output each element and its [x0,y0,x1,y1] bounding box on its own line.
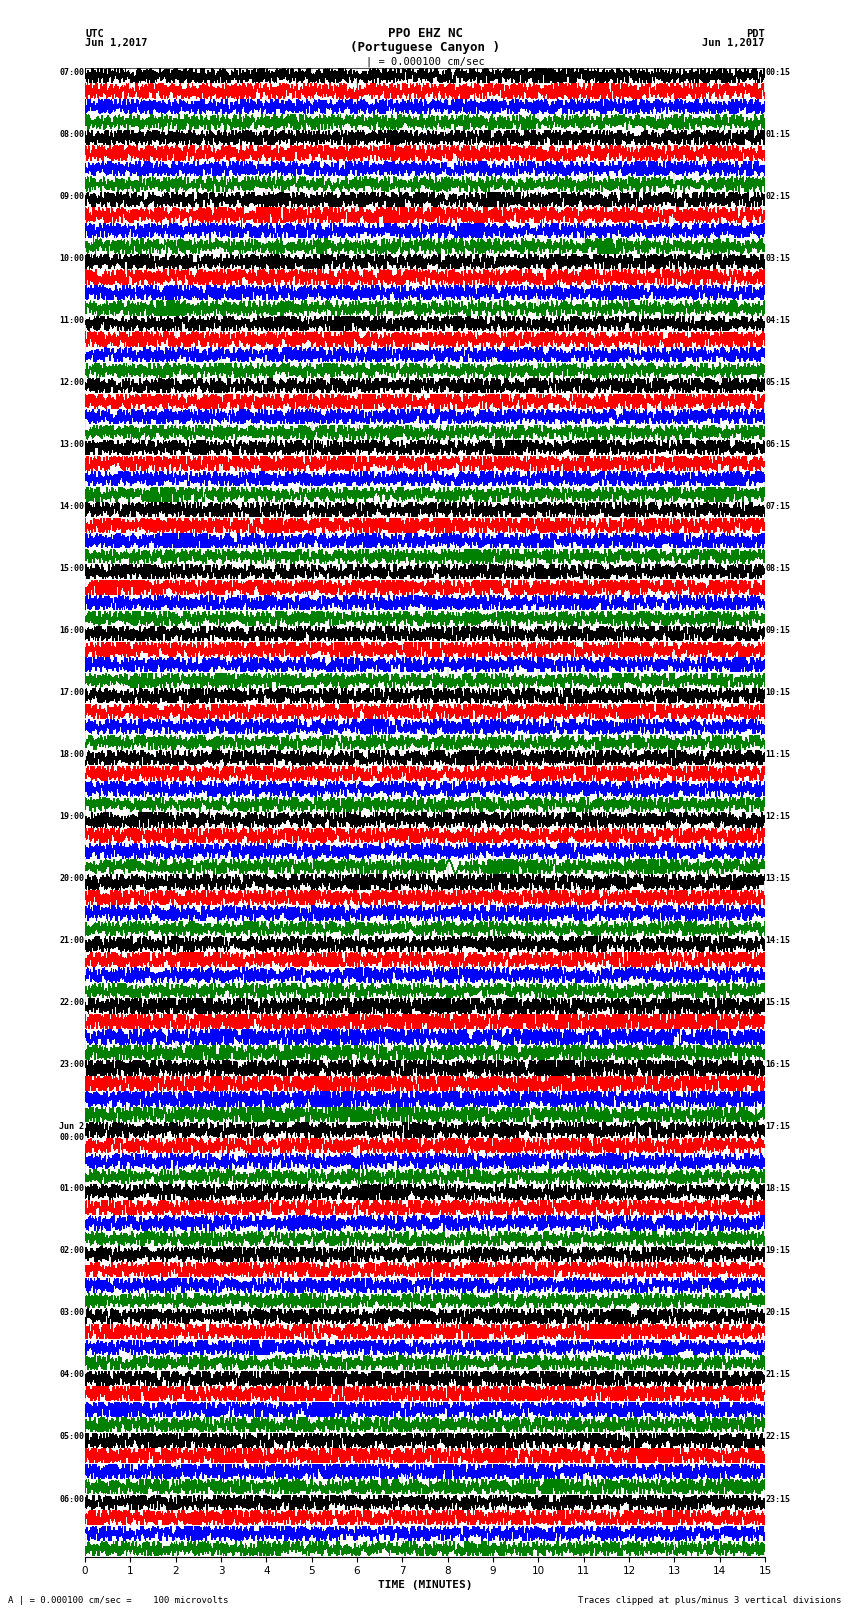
Text: 10:15: 10:15 [766,689,790,697]
Text: 21:15: 21:15 [766,1371,790,1379]
Text: 06:15: 06:15 [766,440,790,448]
Text: Traces clipped at plus/minus 3 vertical divisions: Traces clipped at plus/minus 3 vertical … [578,1595,842,1605]
Text: 17:00: 17:00 [60,689,84,697]
Text: 16:00: 16:00 [60,626,84,636]
Text: 08:00: 08:00 [60,129,84,139]
Text: Jun 1,2017: Jun 1,2017 [85,39,148,48]
Text: 05:15: 05:15 [766,377,790,387]
Text: 00:15: 00:15 [766,68,790,77]
Text: 13:15: 13:15 [766,874,790,884]
Text: 15:15: 15:15 [766,998,790,1007]
Text: 14:15: 14:15 [766,936,790,945]
Text: 09:15: 09:15 [766,626,790,636]
Text: 01:15: 01:15 [766,129,790,139]
Text: 11:15: 11:15 [766,750,790,760]
Text: Jun 2
00:00: Jun 2 00:00 [60,1123,84,1142]
Text: 02:15: 02:15 [766,192,790,200]
Text: 20:00: 20:00 [60,874,84,884]
Text: 10:00: 10:00 [60,253,84,263]
Text: Jun 1,2017: Jun 1,2017 [702,39,765,48]
Text: 21:00: 21:00 [60,936,84,945]
Text: 06:00: 06:00 [60,1495,84,1503]
Text: 14:00: 14:00 [60,502,84,511]
Text: 05:00: 05:00 [60,1432,84,1442]
Text: 13:00: 13:00 [60,440,84,448]
X-axis label: TIME (MINUTES): TIME (MINUTES) [377,1581,473,1590]
Text: 22:00: 22:00 [60,998,84,1007]
Text: 07:00: 07:00 [60,68,84,77]
Text: 11:00: 11:00 [60,316,84,324]
Text: 04:15: 04:15 [766,316,790,324]
Text: 17:15: 17:15 [766,1123,790,1131]
Text: UTC: UTC [85,29,104,39]
Text: 08:15: 08:15 [766,565,790,573]
Text: 03:00: 03:00 [60,1308,84,1318]
Text: 04:00: 04:00 [60,1371,84,1379]
Text: 23:15: 23:15 [766,1495,790,1503]
Text: 03:15: 03:15 [766,253,790,263]
Text: PDT: PDT [746,29,765,39]
Text: 12:15: 12:15 [766,813,790,821]
Text: 19:15: 19:15 [766,1247,790,1255]
Text: 16:15: 16:15 [766,1060,790,1069]
Text: | = 0.000100 cm/sec: | = 0.000100 cm/sec [366,56,484,66]
Text: 23:00: 23:00 [60,1060,84,1069]
Text: 07:15: 07:15 [766,502,790,511]
Text: 15:00: 15:00 [60,565,84,573]
Text: 19:00: 19:00 [60,813,84,821]
Text: 01:00: 01:00 [60,1184,84,1194]
Text: 18:00: 18:00 [60,750,84,760]
Text: 18:15: 18:15 [766,1184,790,1194]
Text: PPO EHZ NC: PPO EHZ NC [388,26,462,39]
Text: (Portuguese Canyon ): (Portuguese Canyon ) [350,40,500,53]
Text: 02:00: 02:00 [60,1247,84,1255]
Text: 12:00: 12:00 [60,377,84,387]
Text: 09:00: 09:00 [60,192,84,200]
Text: 20:15: 20:15 [766,1308,790,1318]
Text: A | = 0.000100 cm/sec =    100 microvolts: A | = 0.000100 cm/sec = 100 microvolts [8,1595,229,1605]
Text: 22:15: 22:15 [766,1432,790,1442]
